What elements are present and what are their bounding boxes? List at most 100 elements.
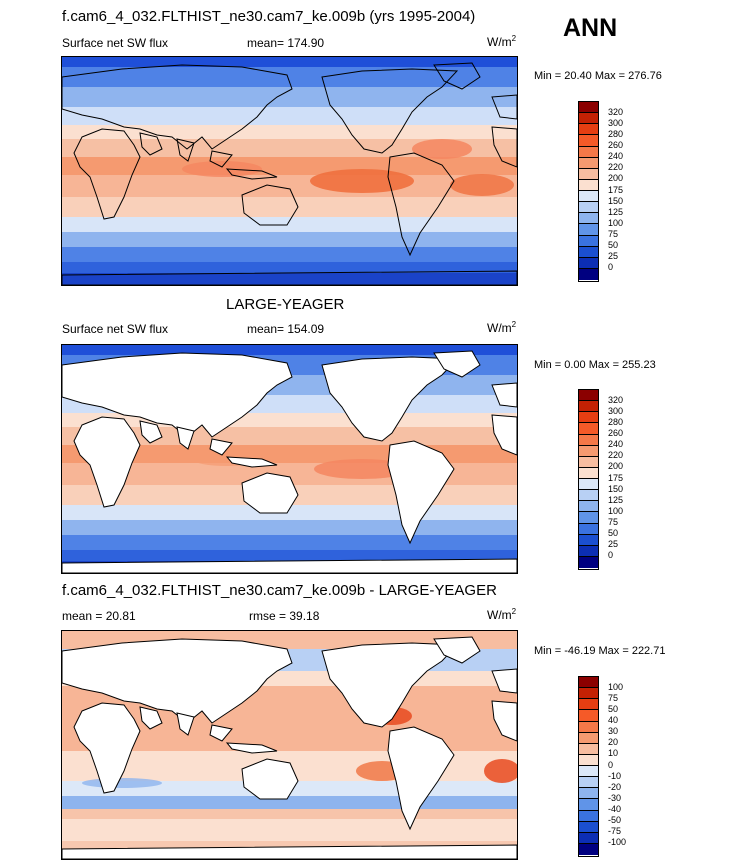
panel2-minmax: Min = 0.00 Max = 255.23 — [534, 359, 656, 371]
colorbar-label: 175 — [608, 472, 624, 483]
band — [62, 217, 517, 233]
colorbar-box-11 — [579, 224, 598, 236]
colorbar-box-7 — [579, 754, 598, 766]
band — [62, 125, 517, 140]
panel3-colorbar-labels: 100 75 50 40 30 20 10 0 -10 -20 -30 -40 -50 -75 -100 — [608, 676, 648, 855]
colorbar-label: 220 — [608, 162, 624, 173]
colorbar-box-8 — [579, 479, 598, 491]
continent-australia — [241, 184, 299, 226]
panel1-atlantic-maximum — [450, 174, 514, 196]
continent-eurasia — [62, 638, 293, 724]
colorbar-label: 100 — [608, 681, 624, 692]
continent-indonesia — [225, 456, 278, 468]
continent-africa-e — [491, 414, 517, 456]
panel2-colorbar-labels: 320 300 280 260 240 220 200 175 150 125 100 75 50 25 0 — [608, 389, 648, 568]
colorbar-box-11 — [579, 512, 598, 524]
colorbar-box-12 — [579, 235, 598, 247]
colorbar-box-14 — [579, 832, 598, 844]
continent-europe-w — [491, 668, 517, 694]
continent-n-america — [321, 642, 459, 728]
colorbar-box-2 — [579, 699, 598, 711]
colorbar-box-13 — [579, 246, 598, 258]
panel3-sindian-anomaly — [82, 778, 162, 788]
band — [62, 232, 517, 248]
panel1-colorbar-labels: 320 300 280 260 240 220 200 175 150 125 100 75 50 25 0 — [608, 101, 648, 280]
season-label: ANN — [563, 14, 618, 42]
panel2-left-label: Surface net SW flux — [62, 322, 169, 336]
colorbar-label: 240 — [608, 439, 624, 450]
band — [62, 139, 517, 158]
colorbar-label: -40 — [608, 804, 622, 814]
panel1-colorbar — [578, 101, 599, 282]
colorbar-label: 100 — [608, 217, 624, 228]
continent-se-asia — [209, 150, 233, 168]
panel3-satl-anomaly — [484, 759, 517, 783]
colorbar-box-15 — [579, 843, 598, 855]
colorbar-label: 30 — [608, 726, 619, 737]
band — [62, 283, 517, 285]
colorbar-label: 240 — [608, 151, 624, 162]
colorbar-label: -10 — [608, 770, 622, 781]
panel3-mean: mean = 20.81 — [62, 609, 136, 623]
colorbar-box-6 — [579, 743, 598, 755]
colorbar-label: 200 — [608, 173, 624, 184]
colorbar-label: 75 — [608, 517, 619, 527]
colorbar-label: 20 — [608, 737, 619, 748]
panel2-map — [61, 344, 518, 574]
colorbar-box-9 — [579, 202, 598, 214]
continent-india — [176, 138, 195, 162]
continent-africa — [73, 702, 141, 794]
colorbar-box-1 — [579, 688, 598, 700]
colorbar-label: 0 — [608, 262, 614, 273]
continent-indonesia — [225, 168, 278, 180]
continent-africa-e — [491, 126, 517, 168]
continent-greenland — [433, 62, 481, 90]
colorbar-box-5 — [579, 157, 598, 169]
continent-arabia — [139, 706, 163, 730]
panel1-minmax: Min = 20.40 Max = 276.76 — [534, 70, 662, 82]
colorbar-label: 50 — [608, 528, 619, 539]
band — [62, 273, 517, 284]
panel1-pacific-maximum — [310, 169, 414, 193]
continent-eurasia — [62, 352, 293, 438]
panel3-title: f.cam6_4_032.FLTHIST_ne30.cam7_ke.009b -… — [62, 582, 497, 599]
panel1-natl-maximum — [412, 139, 472, 159]
colorbar-label: 40 — [608, 715, 619, 725]
colorbar-label: 125 — [608, 206, 624, 217]
colorbar-label: 25 — [608, 539, 619, 550]
continent-africa-e — [491, 700, 517, 742]
band — [62, 427, 517, 446]
band — [62, 247, 517, 263]
colorbar-box-10 — [579, 213, 598, 225]
continent-eurasia — [62, 64, 293, 150]
colorbar-label: -20 — [608, 781, 622, 792]
colorbar-label: -75 — [608, 826, 622, 837]
colorbar-label: 260 — [608, 428, 624, 438]
colorbar-label: -50 — [608, 815, 622, 826]
band — [62, 345, 517, 356]
continent-s-america — [387, 726, 455, 831]
continent-se-asia — [209, 724, 233, 742]
panel2-mean: mean= 154.09 — [247, 322, 325, 336]
panel2-title: LARGE-YEAGER — [226, 296, 345, 313]
colorbar-label: 320 — [608, 106, 624, 117]
continent-s-america — [387, 440, 455, 545]
panel1-left-label: Surface net SW flux — [62, 36, 169, 50]
panel1-indian-maximum — [182, 161, 262, 177]
colorbar-label: 320 — [608, 394, 624, 405]
colorbar-box-4 — [579, 721, 598, 733]
colorbar-box-0 — [579, 390, 598, 402]
panel1-mean: mean= 174.90 — [247, 36, 325, 50]
band — [62, 796, 517, 810]
continent-africa — [73, 128, 141, 220]
colorbar-label: 300 — [608, 117, 624, 128]
colorbar-label: -30 — [608, 792, 622, 803]
panel3-map — [61, 630, 518, 860]
panel1-bands — [62, 57, 517, 285]
colorbar-box-2 — [579, 124, 598, 136]
continent-n-america — [321, 356, 459, 442]
colorbar-box-8 — [579, 766, 598, 778]
continent-greenland — [433, 350, 481, 378]
continent-africa — [73, 416, 141, 508]
colorbar-box-3 — [579, 423, 598, 435]
